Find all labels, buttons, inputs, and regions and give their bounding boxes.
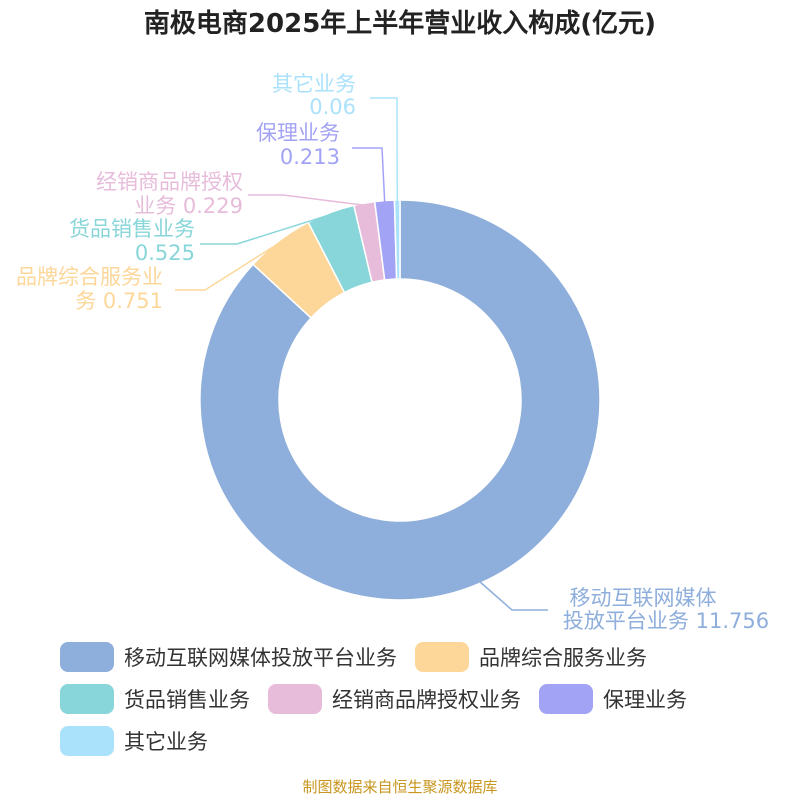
slice-label-1: 移动互联网媒体 xyxy=(570,586,717,610)
slice-label-1: 投放平台业务 11.756 xyxy=(563,609,769,633)
leader-line-4 xyxy=(248,194,365,206)
legend-item-5[interactable]: 保理业务 xyxy=(539,678,687,720)
legend-label: 移动互联网媒体投放平台业务 xyxy=(124,646,397,670)
legend-swatch xyxy=(415,642,469,672)
legend-swatch xyxy=(60,726,114,756)
slice-label-2: 务 0.751 xyxy=(75,289,163,313)
legend-swatch xyxy=(539,684,593,714)
legend-swatch xyxy=(60,642,114,672)
slice-label-5: 保理业务 xyxy=(256,121,340,145)
legend-item-1[interactable]: 移动互联网媒体投放平台业务 xyxy=(60,636,397,678)
slice-label-6: 其它业务 xyxy=(272,72,356,96)
slice-label-3: 货品销售业务 xyxy=(69,217,195,241)
legend-label: 保理业务 xyxy=(603,688,687,712)
legend: 移动互联网媒体投放平台业务 品牌综合服务业务货品销售业务 经销商品牌授权业务 保理业务… xyxy=(60,636,780,762)
leader-line-1 xyxy=(478,580,548,611)
leader-line-2 xyxy=(175,241,281,291)
legend-label: 品牌综合服务业务 xyxy=(479,646,647,670)
slice-label-4: 经销商品牌授权 xyxy=(96,170,243,194)
legend-label: 其它业务 xyxy=(124,730,208,754)
slice-label-2: 品牌综合服务业 xyxy=(16,265,163,289)
slice-label-4: 业务 0.229 xyxy=(134,194,243,218)
leader-line-5 xyxy=(352,147,386,203)
legend-label: 货品销售业务 xyxy=(124,688,250,712)
slice-label-5: 0.213 xyxy=(280,145,340,169)
chart-title: 南极电商2025年上半年营业收入构成(亿元) xyxy=(143,9,657,39)
legend-item-4[interactable]: 经销商品牌授权业务 xyxy=(268,678,521,720)
legend-item-3[interactable]: 货品销售业务 xyxy=(60,678,250,720)
slice-label-3: 0.525 xyxy=(135,241,195,265)
legend-item-6[interactable]: 其它业务 xyxy=(60,720,208,762)
legend-swatch xyxy=(60,684,114,714)
leader-line-6 xyxy=(370,97,398,203)
legend-swatch xyxy=(268,684,322,714)
slice-label-6: 0.06 xyxy=(309,95,356,119)
legend-label: 经销商品牌授权业务 xyxy=(332,688,521,712)
slice-1 xyxy=(199,199,601,601)
leader-line-3 xyxy=(200,213,332,245)
source-note: 制图数据来自恒生聚源数据库 xyxy=(302,778,498,796)
donut-chart: 移动互联网媒体投放平台业务 11.756 品牌综合服务业务 0.751 货品销售业务… xyxy=(16,72,769,633)
slice-6 xyxy=(393,199,401,280)
legend-item-2[interactable]: 品牌综合服务业务 xyxy=(415,636,647,678)
